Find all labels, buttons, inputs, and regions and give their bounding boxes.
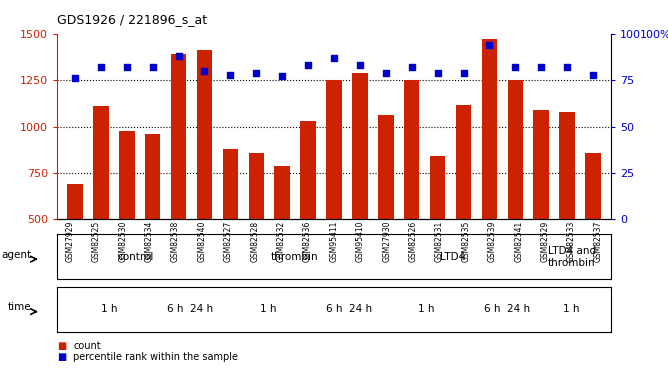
Text: GSM82532: GSM82532 [277, 221, 286, 262]
Text: GSM27929: GSM27929 [65, 221, 74, 262]
Text: GSM82535: GSM82535 [462, 221, 470, 262]
Bar [119, 131, 134, 219]
Bar [145, 134, 160, 219]
Y-axis label: 100%: 100% [640, 30, 668, 40]
Text: GSM82534: GSM82534 [145, 221, 154, 262]
Point [225, 72, 236, 78]
Bar [559, 112, 575, 219]
Text: GSM82528: GSM82528 [250, 221, 259, 262]
Bar [301, 121, 316, 219]
Text: agent: agent [1, 250, 31, 259]
Point [562, 64, 572, 70]
Text: 1 h: 1 h [102, 304, 118, 314]
Text: 6 h: 6 h [326, 304, 342, 314]
Text: GSM82530: GSM82530 [118, 221, 128, 262]
Point [458, 70, 469, 76]
Bar [275, 165, 290, 219]
Text: GSM82525: GSM82525 [92, 221, 101, 262]
Text: percentile rank within the sample: percentile rank within the sample [73, 352, 238, 362]
Point [510, 64, 520, 70]
Text: thrombin: thrombin [271, 252, 318, 262]
Bar [585, 153, 601, 219]
Text: GSM95411: GSM95411 [329, 221, 339, 262]
Bar [430, 156, 446, 219]
Text: LTD4 and
thrombin: LTD4 and thrombin [548, 246, 596, 268]
Text: ■: ■ [57, 352, 66, 362]
Text: GSM82527: GSM82527 [224, 221, 233, 262]
Text: GSM82526: GSM82526 [409, 221, 418, 262]
Bar [378, 116, 393, 219]
Point [484, 42, 495, 48]
Text: GSM82529: GSM82529 [540, 221, 550, 262]
Text: GDS1926 / 221896_s_at: GDS1926 / 221896_s_at [57, 13, 207, 26]
Text: 24 h: 24 h [190, 304, 214, 314]
Text: GSM27930: GSM27930 [382, 221, 391, 262]
Bar [482, 39, 497, 219]
Text: 1 h: 1 h [563, 304, 580, 314]
Point [588, 72, 599, 78]
Text: GSM82531: GSM82531 [435, 221, 444, 262]
Point [355, 62, 365, 68]
Text: 6 h: 6 h [484, 304, 500, 314]
Text: GSM82533: GSM82533 [567, 221, 576, 262]
Text: 24 h: 24 h [507, 304, 530, 314]
Text: count: count [73, 340, 101, 351]
Text: ■: ■ [57, 340, 66, 351]
Point [122, 64, 132, 70]
Text: GSM82537: GSM82537 [594, 221, 603, 262]
Text: 24 h: 24 h [349, 304, 372, 314]
Point [329, 55, 339, 61]
Bar [404, 80, 420, 219]
Bar [456, 105, 472, 219]
Point [406, 64, 417, 70]
Text: LTD4: LTD4 [440, 252, 466, 262]
Bar [326, 80, 342, 219]
Text: control: control [118, 252, 154, 262]
Bar [248, 153, 264, 219]
Point [303, 62, 313, 68]
Point [277, 74, 287, 80]
Bar [534, 110, 549, 219]
Text: GSM82536: GSM82536 [303, 221, 312, 262]
Point [432, 70, 443, 76]
Point [96, 64, 106, 70]
Text: GSM82539: GSM82539 [488, 221, 497, 262]
Bar [222, 149, 238, 219]
Point [69, 75, 80, 81]
Text: 1 h: 1 h [418, 304, 435, 314]
Text: 1 h: 1 h [260, 304, 277, 314]
Bar [93, 106, 109, 219]
Point [251, 70, 262, 76]
Point [199, 68, 210, 74]
Text: GSM82538: GSM82538 [171, 221, 180, 262]
Text: 6 h: 6 h [168, 304, 184, 314]
Point [381, 70, 391, 76]
Text: GSM82541: GSM82541 [514, 221, 523, 262]
Point [148, 64, 158, 70]
Bar [67, 184, 83, 219]
Bar [196, 51, 212, 219]
Bar [508, 80, 523, 219]
Text: time: time [7, 302, 31, 312]
Text: GSM95410: GSM95410 [356, 221, 365, 262]
Text: GSM82540: GSM82540 [198, 221, 206, 262]
Point [536, 64, 546, 70]
Bar [171, 54, 186, 219]
Point [173, 53, 184, 59]
Bar [352, 73, 367, 219]
